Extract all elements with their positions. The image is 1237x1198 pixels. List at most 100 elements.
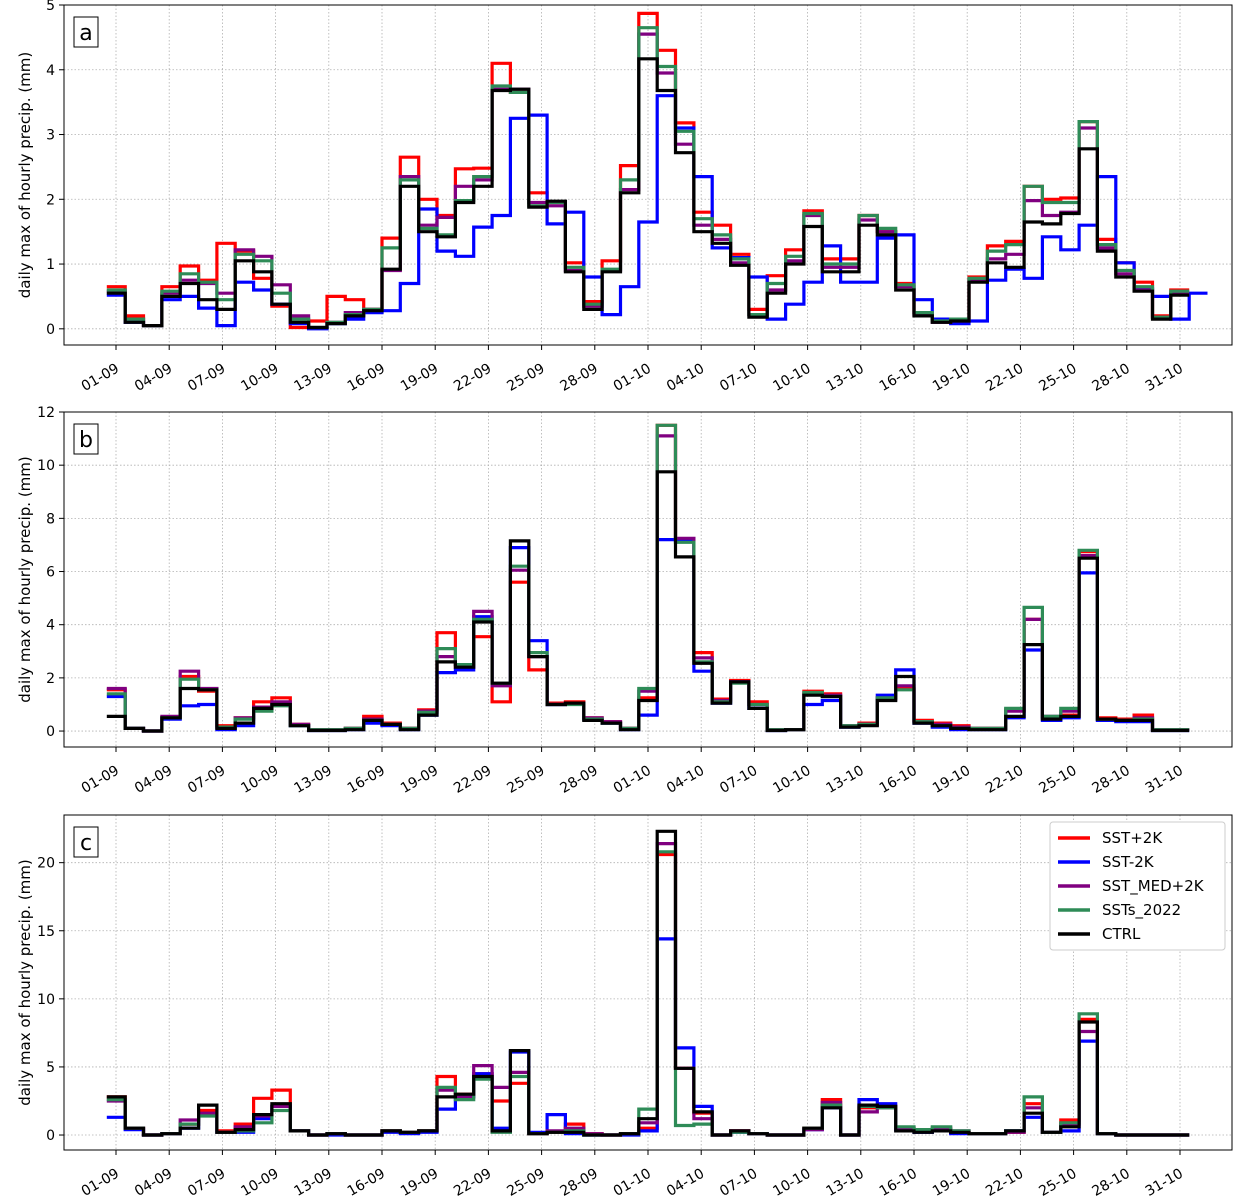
x-tick-label: 16-09 — [345, 1166, 388, 1198]
x-tick-label: 19-09 — [398, 1166, 441, 1198]
x-tick-label: 19-10 — [930, 1166, 973, 1198]
x-tick-label: 31-10 — [1143, 1166, 1186, 1198]
series-CTRL — [106, 57, 1190, 330]
x-tick-label: 07-09 — [185, 763, 228, 797]
panel-c: 0 5 10 15 20 01-09 04-09 07-09 10-09 13-09 16-09 19… — [16, 814, 1233, 1198]
x-tick-label: 28-09 — [558, 763, 601, 797]
legend: SST+2K SST-2K SST_MED+2K SSTs_2022 CTRL — [1049, 821, 1226, 951]
x-tick-label: 10-09 — [238, 1166, 281, 1198]
panel-label: b — [79, 428, 93, 453]
x-tick-label: 25-09 — [504, 763, 547, 797]
legend-label: SST_MED+2K — [1102, 877, 1205, 896]
x-tick-label: 28-10 — [1090, 1166, 1133, 1198]
x-tick-label: 22-09 — [451, 361, 494, 395]
x-tick-label: 25-10 — [1036, 763, 1079, 797]
x-tick-label: 01-10 — [611, 1166, 654, 1198]
y-tick-label: 20 — [37, 856, 55, 872]
y-tick-label: 15 — [37, 924, 55, 940]
x-tick-label: 07-09 — [185, 361, 228, 395]
x-tick-label: 10-10 — [770, 763, 813, 797]
series-group — [106, 829, 1190, 1137]
y-tick-label: 5 — [46, 0, 55, 14]
x-tick-label: 01-09 — [79, 763, 122, 797]
x-tick-label: 16-10 — [877, 361, 920, 395]
y-tick-label: 10 — [37, 458, 55, 474]
y-axis-label: daily max of hourly precip. (mm) — [16, 52, 34, 299]
x-tick-label: 31-10 — [1143, 361, 1186, 395]
x-tick-label: 10-10 — [770, 361, 813, 395]
series-SST_MED+2K — [106, 434, 1190, 733]
x-tick-label: 13-09 — [292, 1166, 335, 1198]
x-tick-label: 28-09 — [558, 361, 601, 395]
x-tick-label: 28-09 — [558, 1166, 601, 1198]
x-tick-label: 22-10 — [983, 1166, 1026, 1198]
x-tick-label: 19-09 — [398, 763, 441, 797]
series-group — [106, 11, 1208, 331]
x-tick-label: 19-10 — [930, 361, 973, 395]
x-tick-label: 16-09 — [345, 361, 388, 395]
x-tick-label: 13-10 — [824, 1166, 867, 1198]
y-tick-label: 2 — [46, 192, 55, 208]
panel-label-box — [73, 16, 99, 48]
x-tick-label: 01-09 — [79, 361, 122, 395]
x-tick-label: 19-10 — [930, 763, 973, 797]
x-tick-label: 01-09 — [79, 1166, 122, 1198]
x-tick-label: 13-09 — [292, 763, 335, 797]
plot-frame — [63, 4, 1233, 346]
y-tick-label: 4 — [46, 618, 55, 634]
x-tick-label: 22-09 — [451, 763, 494, 797]
x-tick-label: 04-09 — [132, 763, 175, 797]
x-tick-label: 22-10 — [983, 361, 1026, 395]
series-CTRL — [106, 470, 1190, 733]
panel-b: 0 2 4 6 8 10 12 01-09 04-09 07-09 10-09 13-09 16-09 1… — [16, 405, 1233, 797]
x-tick-label: 01-10 — [611, 763, 654, 797]
y-axis-label: daily max of hourly precip. (mm) — [16, 859, 34, 1106]
x-tick-label: 04-09 — [132, 1166, 175, 1198]
x-tick-label: 28-10 — [1090, 763, 1133, 797]
x-tick-label: 16-10 — [877, 763, 920, 797]
x-tick-label: 13-10 — [824, 763, 867, 797]
legend-label: SSTs_2022 — [1102, 901, 1181, 920]
y-tick-label: 12 — [37, 405, 55, 421]
panel-a: 0 1 2 3 4 5 01-09 04-09 07-09 10-09 13-09 16-09 19-0… — [16, 0, 1233, 395]
y-tick-label: 6 — [46, 565, 55, 581]
series-CTRL — [106, 829, 1190, 1137]
x-tick-label: 04-10 — [664, 763, 707, 797]
x-tick-label: 07-10 — [717, 1166, 760, 1198]
x-tick-label: 10-09 — [238, 361, 281, 395]
x-tick-label: 25-09 — [504, 361, 547, 395]
x-tick-label: 13-09 — [292, 361, 335, 395]
y-tick-label: 0 — [46, 1128, 55, 1144]
x-tick-label: 16-10 — [877, 1166, 920, 1198]
x-tick-label: 10-09 — [238, 763, 281, 797]
x-tick-label: 01-10 — [611, 361, 654, 395]
x-tick-label: 04-09 — [132, 361, 175, 395]
y-tick-label: 2 — [46, 671, 55, 687]
x-tick-label: 28-10 — [1090, 361, 1133, 395]
series-SST_MED+2K — [106, 32, 1190, 330]
legend-box — [1049, 821, 1226, 951]
panel-label-box — [73, 826, 99, 858]
series-SST_MED+2K — [106, 842, 1190, 1137]
x-tick-label: 16-09 — [345, 763, 388, 797]
x-tick-label: 22-10 — [983, 763, 1026, 797]
x-tick-label: 25-10 — [1036, 361, 1079, 395]
legend-label: SST+2K — [1102, 829, 1163, 847]
x-tick-label: 10-10 — [770, 1166, 813, 1198]
x-tick-label: 04-10 — [664, 361, 707, 395]
y-tick-label: 0 — [46, 322, 55, 338]
y-tick-label: 10 — [37, 992, 55, 1008]
x-tick-label: 31-10 — [1143, 763, 1186, 797]
x-tick-label: 19-09 — [398, 361, 441, 395]
y-tick-label: 1 — [46, 257, 55, 273]
x-tick-label: 04-10 — [664, 1166, 707, 1198]
grid — [64, 815, 1232, 1150]
grid — [64, 4, 1232, 345]
x-tick-label: 13-10 — [824, 361, 867, 395]
x-tick-label: 07-10 — [717, 361, 760, 395]
x-tick-label: 25-10 — [1036, 1166, 1079, 1198]
legend-label: CTRL — [1102, 925, 1141, 943]
y-tick-label: 3 — [46, 128, 55, 144]
x-tick-label: 07-09 — [185, 1166, 228, 1198]
